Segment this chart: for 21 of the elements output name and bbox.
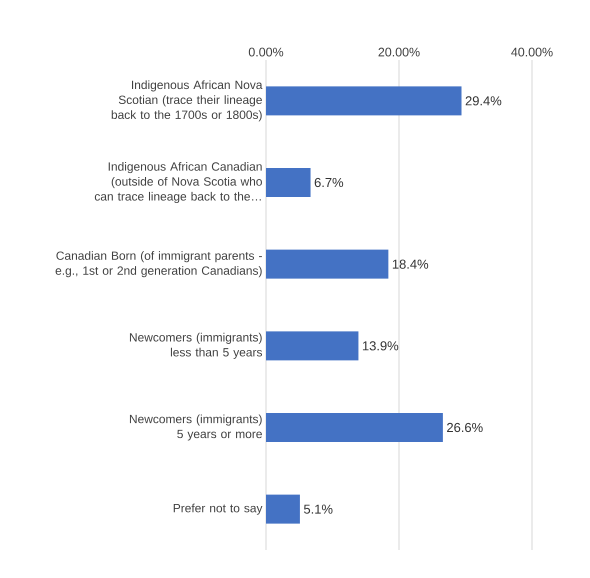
bar [266, 86, 462, 116]
data-label: 5.1% [304, 504, 332, 514]
data-label: 29.4% [466, 96, 502, 106]
data-label: 26.6% [447, 422, 483, 432]
bar [266, 250, 388, 279]
y-tick-label: Newcomers (immigrants) less than 5 years [130, 332, 262, 359]
y-tick-label: Indigenous African Canadian (outside of Nova Scotia who can trace lineage back to the… [94, 162, 262, 204]
data-label: 18.4% [392, 260, 428, 269]
y-tick-label: Indigenous African Nova Scotian (trace their lineage back to the 1700s or 1800s) [112, 80, 262, 122]
data-label: 6.7% [314, 178, 344, 188]
y-tick-label: Canadian Born (of immigrant parents - e.g., 1st or 2nd generation Canadians) [56, 251, 262, 278]
bar [266, 494, 300, 524]
x-tick-label: 20.00% [378, 48, 420, 56]
bar [266, 413, 443, 442]
y-tick-label: Newcomers (immigrants) 5 years or more [130, 414, 262, 441]
bar [266, 168, 311, 198]
data-label: 13.9% [362, 341, 398, 350]
x-tick-label: 40.00% [511, 48, 553, 56]
y-tick-label: Prefer not to say [174, 504, 262, 515]
bar [266, 331, 358, 360]
x-tick-label: 0.00% [248, 48, 284, 56]
